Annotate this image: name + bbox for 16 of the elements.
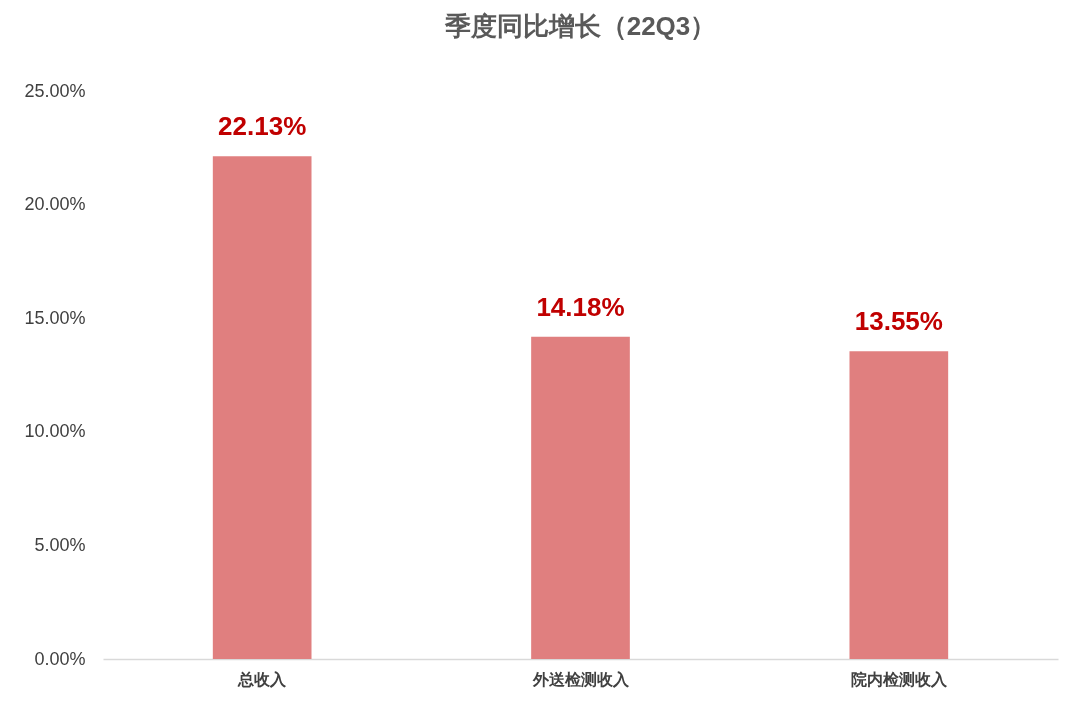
x-tick-label: 总收入	[237, 670, 288, 688]
x-tick-label: 外送检测收入	[531, 670, 630, 688]
y-tick-label: 15.00%	[24, 307, 86, 328]
y-tick-label: 5.00%	[34, 534, 86, 555]
data-label: 13.55%	[854, 306, 943, 337]
chart-title: 季度同比增长（22Q3）	[443, 11, 717, 41]
data-label: 14.18%	[536, 291, 625, 322]
y-tick-label: 0.00%	[34, 648, 86, 669]
y-tick-label: 20.00%	[24, 194, 86, 215]
bar	[212, 156, 312, 659]
bar	[849, 351, 949, 659]
y-tick-label: 25.00%	[24, 80, 86, 101]
bar	[531, 336, 630, 659]
y-tick-label: 10.00%	[24, 421, 86, 442]
data-label: 22.13%	[218, 111, 307, 142]
x-tick-label: 院内检测收入	[850, 670, 948, 688]
